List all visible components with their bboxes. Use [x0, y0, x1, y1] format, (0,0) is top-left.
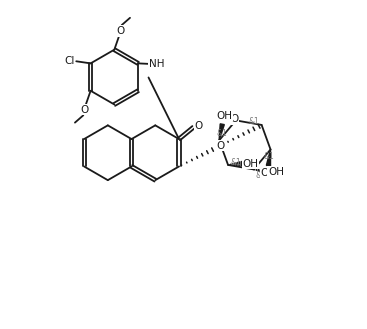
Text: OH: OH	[261, 168, 276, 178]
Text: &1: &1	[230, 158, 241, 167]
Text: O: O	[216, 141, 225, 151]
Text: OH: OH	[217, 111, 233, 121]
Text: O: O	[195, 121, 203, 131]
Text: &1: &1	[217, 129, 227, 138]
Text: &1: &1	[256, 171, 266, 180]
Polygon shape	[266, 149, 270, 166]
Text: O: O	[230, 114, 239, 124]
Text: O: O	[81, 105, 89, 114]
Text: OH: OH	[268, 167, 284, 177]
Text: &1: &1	[249, 117, 260, 126]
Text: O: O	[116, 26, 124, 36]
Text: Cl: Cl	[64, 56, 75, 66]
Text: NH: NH	[149, 59, 164, 69]
Text: OH: OH	[242, 159, 258, 169]
Polygon shape	[219, 124, 224, 140]
Text: &1: &1	[264, 152, 275, 161]
